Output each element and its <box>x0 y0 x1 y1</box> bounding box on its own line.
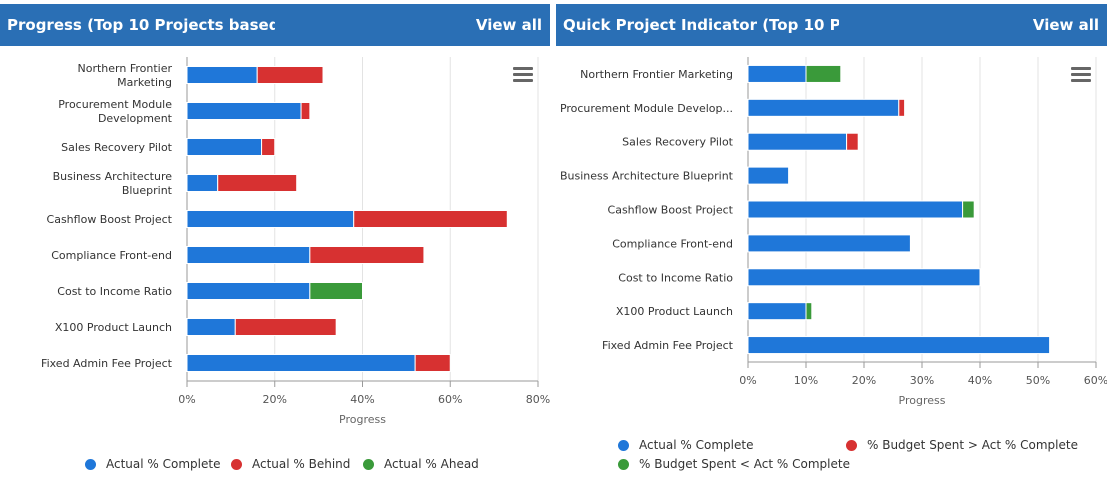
bar-segment[interactable] <box>186 102 302 120</box>
y-category-label: Fixed Admin Fee Project <box>602 339 734 352</box>
x-tick-label: 10% <box>794 374 818 387</box>
chart-menu-icon[interactable] <box>1071 67 1091 83</box>
legend-marker <box>846 440 857 451</box>
legend-marker <box>618 459 629 470</box>
bar-segment[interactable] <box>805 64 842 83</box>
x-tick-label: 50% <box>1026 374 1050 387</box>
bar-segment[interactable] <box>414 354 451 372</box>
x-tick-label: 40% <box>968 374 992 387</box>
bar-segment[interactable] <box>186 66 258 84</box>
y-category-label: Compliance Front-end <box>51 249 172 262</box>
x-axis-label: Progress <box>339 413 386 426</box>
legend-marker <box>618 440 629 451</box>
legend-marker <box>231 459 242 470</box>
panel-title: Quick Project Indicator (Top 10 Projects… <box>563 16 839 34</box>
y-category-label: Business Architecture Blueprint <box>560 170 734 183</box>
y-category-label: Cost to Income Ratio <box>57 285 172 298</box>
y-category-label: Sales Recovery Pilot <box>622 136 734 149</box>
bar-segment[interactable] <box>747 132 848 151</box>
quick-indicator-chart: 0% 10% 20% 30% 40% 50% 60% Progress Northern Fro… <box>560 57 1107 407</box>
bar-segment[interactable] <box>186 174 219 192</box>
bar-segment[interactable] <box>747 98 900 117</box>
bar-segment[interactable] <box>309 246 425 264</box>
legend-marker <box>85 459 96 470</box>
y-category-label: Northern Frontier Marketing <box>580 68 733 81</box>
y-category-label: Sales Recovery Pilot <box>61 141 173 154</box>
y-category-label: Cost to Income Ratio <box>618 271 733 284</box>
bar-segment[interactable] <box>261 138 276 156</box>
quick-indicator-panel: Quick Project Indicator (Top 10 Projects… <box>556 0 1107 483</box>
bar-segment[interactable] <box>309 282 364 300</box>
x-tick-label: 40% <box>350 393 374 406</box>
progress-chart: 0% 20% 40% 60% 80% Progress Northern FrontierM… <box>41 57 550 426</box>
y-category-label: Cashflow Boost Project <box>608 204 734 217</box>
bar-segment[interactable] <box>234 318 337 336</box>
view-all-link[interactable]: View all <box>1032 16 1099 34</box>
bar-segment[interactable] <box>217 174 298 192</box>
view-all-link[interactable]: View all <box>475 16 542 34</box>
legend-label: % Budget Spent < Act % Complete <box>639 457 850 471</box>
y-category-label: Procurement Module <box>58 98 172 111</box>
y-category-label: Cashflow Boost Project <box>47 213 173 226</box>
bar-segment[interactable] <box>300 102 311 120</box>
bar-segment[interactable] <box>256 66 324 84</box>
x-tick-label: 20% <box>852 374 876 387</box>
x-tick-label: 0% <box>178 393 195 406</box>
y-category-label: X100 Product Launch <box>55 321 172 334</box>
y-category-label: Marketing <box>117 76 172 89</box>
y-category-label: Business Architecture <box>53 170 173 183</box>
chart-menu-icon[interactable] <box>513 67 533 83</box>
x-axis-label: Progress <box>899 394 946 407</box>
bar-segment[interactable] <box>186 246 311 264</box>
bar-segment[interactable] <box>186 318 236 336</box>
bar-segment[interactable] <box>962 200 975 219</box>
bar-segment[interactable] <box>186 138 263 156</box>
panel-title: Progress (Top 10 Projects based on Prior… <box>7 16 275 34</box>
bar-segment[interactable] <box>747 64 807 83</box>
bar-segment[interactable] <box>353 210 508 228</box>
y-category-label: Fixed Admin Fee Project <box>41 357 173 370</box>
legend-label: % Budget Spent > Act % Complete <box>867 438 1078 452</box>
legend-label: Actual % Complete <box>106 457 221 471</box>
bar-segment[interactable] <box>805 302 813 321</box>
panel-header: Progress (Top 10 Projects based on Prior… <box>0 4 550 46</box>
bar-segment[interactable] <box>747 234 911 253</box>
bar-segment[interactable] <box>747 302 807 321</box>
y-category-label: X100 Product Launch <box>616 305 733 318</box>
y-category-label: Development <box>98 112 173 125</box>
bar-segment[interactable] <box>898 98 906 117</box>
progress-panel: Progress (Top 10 Projects based on Prior… <box>0 0 550 483</box>
bar-segment[interactable] <box>747 200 964 219</box>
bar-segment[interactable] <box>186 210 355 228</box>
legend-label: Actual % Complete <box>639 438 754 452</box>
bar-segment[interactable] <box>186 282 311 300</box>
panel-header: Quick Project Indicator (Top 10 Projects… <box>556 4 1107 46</box>
bar-segment[interactable] <box>846 132 859 151</box>
bar-segment[interactable] <box>747 166 790 185</box>
bar-segment[interactable] <box>747 268 981 287</box>
x-tick-label: 80% <box>526 393 550 406</box>
x-tick-label: 0% <box>739 374 756 387</box>
x-tick-label: 30% <box>910 374 934 387</box>
legend-label: Actual % Behind <box>252 457 351 471</box>
x-tick-label: 60% <box>1084 374 1107 387</box>
legend-label: Actual % Ahead <box>384 457 479 471</box>
y-category-label: Northern Frontier <box>78 62 173 75</box>
legend-marker <box>363 459 374 470</box>
bar-segment[interactable] <box>747 336 1051 355</box>
x-tick-label: 20% <box>263 393 287 406</box>
y-category-label: Blueprint <box>122 184 173 197</box>
bar-segment[interactable] <box>186 354 416 372</box>
y-category-label: Procurement Module Develop... <box>560 102 733 115</box>
x-tick-label: 60% <box>438 393 462 406</box>
y-category-label: Compliance Front-end <box>612 237 733 250</box>
